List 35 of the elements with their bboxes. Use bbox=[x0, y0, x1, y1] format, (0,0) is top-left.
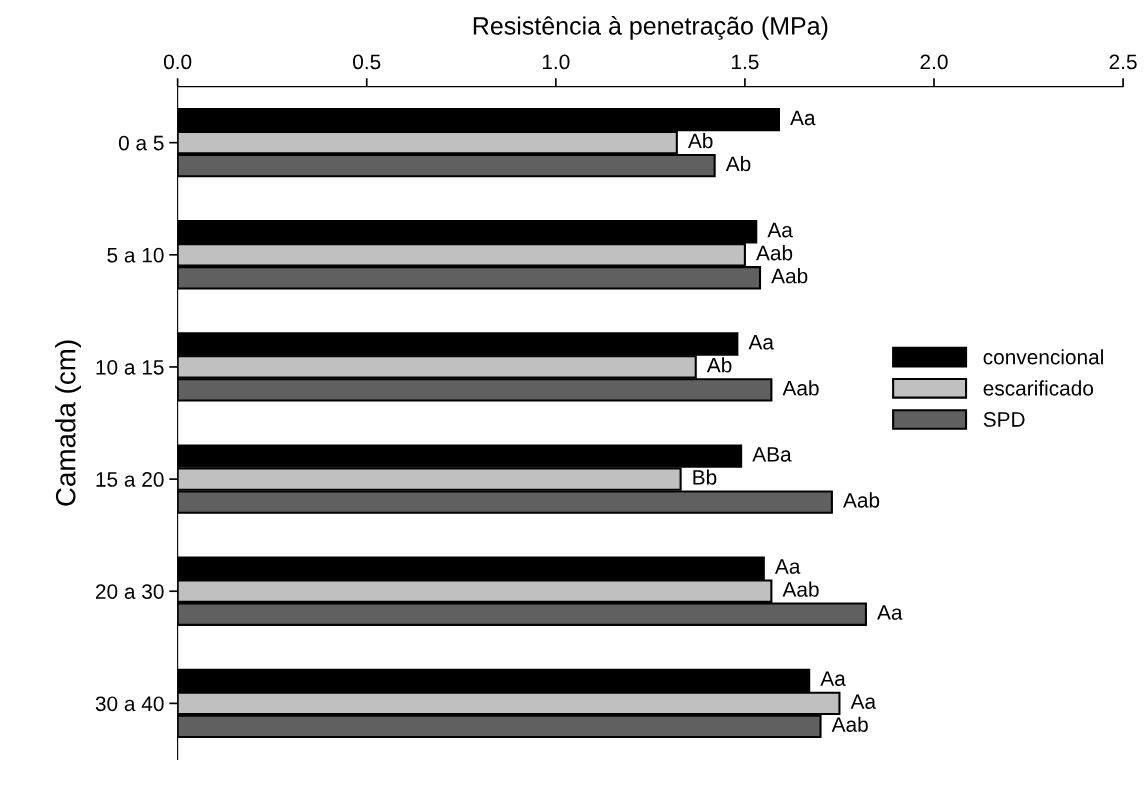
y-tick-label: 15 a 20 bbox=[96, 472, 164, 487]
data-label: Aa bbox=[820, 671, 846, 686]
data-label: Aa bbox=[850, 694, 877, 709]
data-label: Aa bbox=[748, 335, 774, 350]
data-label: Ab bbox=[706, 357, 732, 373]
x-tick-label: 2.0 bbox=[920, 54, 948, 70]
data-label: Aab bbox=[843, 492, 880, 508]
data-label: Aab bbox=[756, 245, 793, 261]
y-tick-label: 0 a 5 bbox=[118, 135, 164, 151]
y-tick-label: 30 a 40 bbox=[95, 696, 164, 712]
data-label: Aab bbox=[771, 268, 808, 284]
data-label: Aab bbox=[831, 716, 868, 732]
x-tick-label: 1.5 bbox=[732, 54, 759, 70]
legend-label: escarificado bbox=[983, 380, 1094, 396]
data-label: Ab bbox=[687, 132, 713, 149]
y-tick-label: 20 a 30 bbox=[95, 584, 164, 599]
data-label: Bb bbox=[693, 469, 717, 485]
x-tick-label: 2.5 bbox=[1109, 54, 1137, 70]
data-label: Ab bbox=[725, 155, 751, 172]
data-label: Aab bbox=[782, 380, 819, 396]
y-tick-label: 10 a 15 bbox=[96, 359, 164, 375]
legend-label: convencional bbox=[983, 349, 1103, 365]
legend-label: SPD bbox=[983, 412, 1025, 427]
x-tick-label: 0.0 bbox=[163, 54, 192, 70]
data-label: Aa bbox=[767, 222, 793, 238]
y-tick-label: 5 a 10 bbox=[107, 247, 164, 263]
data-label: ABa bbox=[752, 447, 792, 462]
x-tick-label: 1.0 bbox=[542, 54, 570, 70]
x-axis-title: Resistência à penetração (MPa) bbox=[473, 16, 828, 40]
x-tick-label: 0.5 bbox=[353, 54, 381, 70]
data-label: Aa bbox=[790, 110, 816, 126]
y-axis-title: Camada (cm) bbox=[55, 340, 82, 506]
data-label: Aa bbox=[774, 559, 801, 574]
data-label: Aa bbox=[877, 605, 903, 620]
data-label: Aab bbox=[782, 581, 819, 597]
